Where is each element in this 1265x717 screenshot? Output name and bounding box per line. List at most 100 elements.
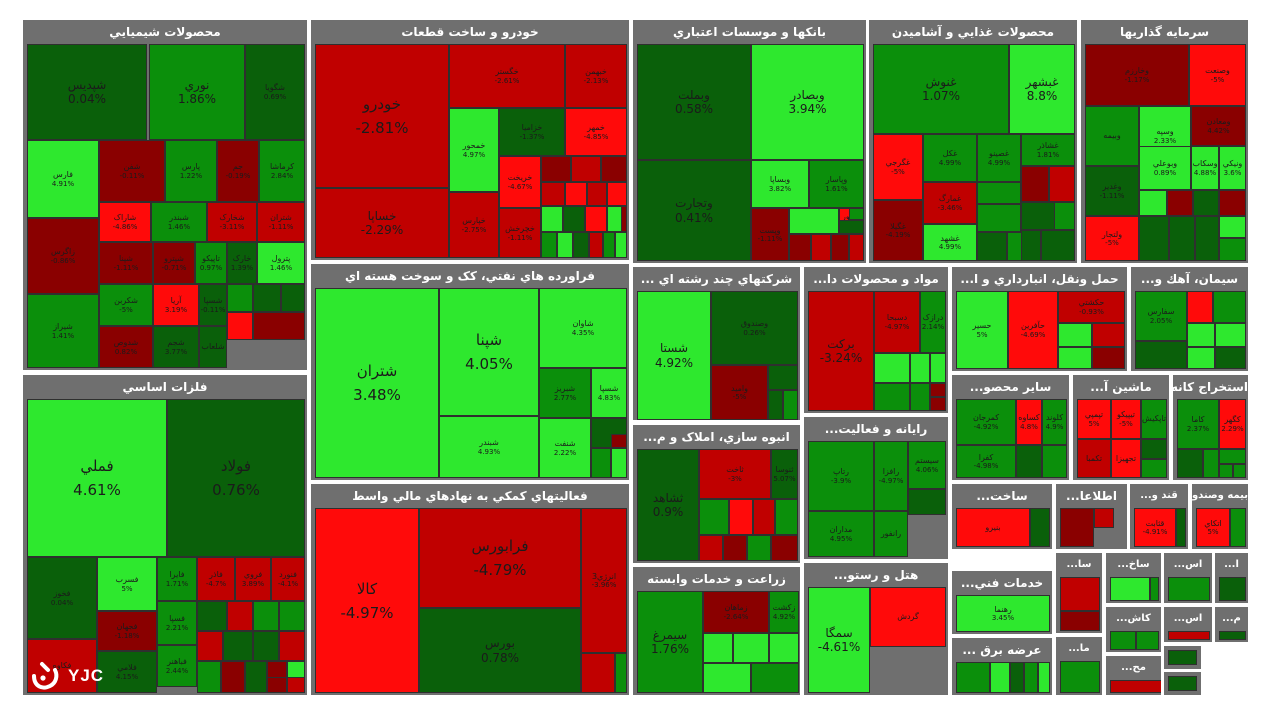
- stock-tile[interactable]: شاوان 4.35%: [539, 288, 627, 368]
- stock-tile[interactable]: حفارس: [1092, 347, 1125, 369]
- stock-tile[interactable]: بجهرم: [1024, 662, 1038, 693]
- stock-tile[interactable]: ثشاهد 0.9%: [637, 449, 699, 561]
- stock-tile[interactable]: شاراک -4.86%: [99, 202, 151, 242]
- stock-tile[interactable]: ثبهساز: [747, 535, 771, 561]
- stock-tile[interactable]: خفولا: [585, 206, 607, 232]
- stock-tile[interactable]: شسپا -0.11%: [199, 284, 227, 326]
- stock-tile[interactable]: ديران: [910, 353, 930, 383]
- stock-tile[interactable]: فلامي 4.15%: [97, 651, 157, 693]
- stock-tile[interactable]: سفارس 2.05%: [1135, 291, 1187, 341]
- stock-tile[interactable]: ونيرو: [1219, 238, 1246, 261]
- stock-tile[interactable]: واميد -5%: [711, 365, 768, 420]
- stock-tile[interactable]: شستا 4.92%: [637, 291, 711, 420]
- stock-tile[interactable]: ثتران: [723, 535, 747, 561]
- stock-tile[interactable]: کرماشا 2.84%: [259, 140, 305, 202]
- stock-tile[interactable]: بترانس: [1030, 508, 1050, 547]
- stock-tile[interactable]: زماهان -2.64%: [703, 591, 769, 633]
- stock-tile[interactable]: ثامان4.96%: [699, 499, 729, 535]
- stock-tile[interactable]: تجهيزا: [1111, 439, 1141, 478]
- stock-tile[interactable]: شپاس: [591, 448, 611, 478]
- stock-tile[interactable]: سمگا -4.61%: [808, 587, 870, 693]
- stock-tile[interactable]: وتوكا: [1167, 190, 1193, 216]
- stock-tile[interactable]: ختوقا: [541, 206, 563, 232]
- stock-tile[interactable]: فافزا: [245, 661, 267, 693]
- stock-tile[interactable]: اميد-4.8%: [581, 653, 615, 693]
- stock-tile[interactable]: کفرا -4.98%: [956, 445, 1016, 478]
- stock-tile[interactable]: تليسه3.12%: [1219, 577, 1246, 601]
- stock-tile[interactable]: غاذر: [1054, 202, 1075, 230]
- stock-tile[interactable]: زشريف: [703, 633, 733, 663]
- stock-tile[interactable]: رتاپ -3.9%: [808, 441, 874, 511]
- stock-tile[interactable]: ثعمرا: [729, 499, 753, 535]
- stock-tile[interactable]: دسبحا -4.97%: [874, 291, 920, 353]
- stock-tile[interactable]: پترول 1.46%: [257, 242, 305, 284]
- stock-tile[interactable]: قثابت -4.91%: [1134, 508, 1176, 547]
- stock-tile[interactable]: کمرجان -4.92%: [956, 399, 1016, 445]
- stock-tile[interactable]: وبصادر 3.94%: [751, 44, 864, 160]
- stock-tile[interactable]: خمحركه: [571, 156, 601, 182]
- stock-tile[interactable]: فسپا 2.21%: [157, 601, 197, 645]
- stock-tile[interactable]: خمحور 4.97%: [449, 108, 499, 192]
- stock-tile[interactable]: فارس 4.91%: [27, 140, 99, 218]
- stock-tile[interactable]: فايرا 1.71%: [157, 557, 197, 601]
- stock-tile[interactable]: غشاذر 1.81%: [1021, 134, 1075, 166]
- stock-tile[interactable]: خكار: [621, 206, 627, 232]
- stock-tile[interactable]: سيستم 4.06%: [908, 441, 946, 489]
- stock-tile[interactable]: شبندر 4.93%: [439, 416, 539, 478]
- stock-tile[interactable]: سكرد4.84%: [1187, 347, 1215, 369]
- stock-tile[interactable]: خلنت: [603, 232, 615, 258]
- stock-tile[interactable]: ماديرا5%: [1060, 661, 1100, 693]
- stock-tile[interactable]: خعمرا: [615, 232, 627, 258]
- stock-tile[interactable]: خاور: [541, 232, 557, 258]
- stock-tile[interactable]: وبانک: [789, 234, 811, 261]
- stock-tile[interactable]: اپال4.59%: [1110, 577, 1150, 601]
- stock-tile[interactable]: وتجارت 0.41%: [637, 160, 751, 261]
- stock-tile[interactable]: ثباغ: [753, 499, 775, 535]
- stock-tile[interactable]: فنفت: [279, 601, 305, 631]
- stock-tile[interactable]: وسينا: [811, 234, 831, 261]
- stock-tile[interactable]: فجهان -1.18%: [97, 611, 157, 651]
- stock-tile[interactable]: فولاژ: [223, 631, 253, 661]
- stock-tile[interactable]: شپديس 0.04%: [27, 44, 147, 140]
- stock-tile[interactable]: غچين: [977, 232, 1007, 261]
- stock-tile[interactable]: وتوصا2.83%: [1203, 449, 1219, 478]
- stock-tile[interactable]: غگلپا: [1021, 166, 1049, 202]
- stock-tile[interactable]: خارک 1.39%: [227, 242, 257, 284]
- stock-tile[interactable]: فاما: [197, 661, 221, 693]
- stock-tile[interactable]: درازک 2.14%: [920, 291, 946, 353]
- stock-tile[interactable]: فولاد 0.76%: [167, 399, 305, 557]
- stock-tile[interactable]: سخوز4.82%: [1215, 323, 1246, 347]
- stock-tile[interactable]: بورس 0.78%: [419, 608, 581, 693]
- stock-tile[interactable]: فروي 3.89%: [235, 557, 271, 601]
- stock-tile[interactable]: غگيلا -4.19%: [873, 200, 923, 261]
- stock-tile[interactable]: کساوه 4.8%: [1016, 399, 1042, 445]
- stock-tile[interactable]: غدام: [977, 182, 1021, 204]
- stock-tile[interactable]: فخاس: [253, 631, 279, 661]
- stock-tile[interactable]: زبينا: [733, 633, 769, 663]
- stock-tile[interactable]: کسعدي: [1136, 631, 1159, 650]
- stock-tile[interactable]: تكشا: [1141, 459, 1167, 478]
- stock-tile[interactable]: شفن -0.11%: [99, 140, 165, 202]
- stock-tile[interactable]: وساپا4.1%: [1139, 190, 1167, 216]
- stock-tile[interactable]: خديزل: [557, 232, 573, 258]
- stock-tile[interactable]: تيپيکو -5%: [1111, 399, 1141, 439]
- stock-tile[interactable]: واتي: [1193, 190, 1219, 216]
- stock-tile[interactable]: شنفت 2.22%: [539, 418, 591, 478]
- stock-tile[interactable]: غشهد 4.99%: [923, 224, 977, 261]
- stock-tile[interactable]: بپاس-5%: [1230, 508, 1246, 547]
- stock-tile[interactable]: ثمسكن: [771, 535, 798, 561]
- stock-tile[interactable]: وخارزم -1.17%: [1085, 44, 1189, 106]
- stock-tile[interactable]: فرآور: [197, 601, 227, 631]
- stock-tile[interactable]: ونوين: [789, 208, 839, 234]
- stock-tile[interactable]: شپنا -1.11%: [99, 242, 153, 284]
- stock-tile[interactable]: دفارا2.97%: [874, 383, 910, 411]
- stock-tile[interactable]: سصفها3.74%: [1213, 291, 1246, 323]
- stock-tile[interactable]: شپنا 4.05%: [439, 288, 539, 416]
- stock-tile[interactable]: دلقما: [930, 353, 946, 383]
- stock-tile[interactable]: جم -0.19%: [217, 140, 259, 202]
- stock-tile[interactable]: کلوند 4.9%: [1042, 399, 1067, 445]
- stock-tile[interactable]: آواپارس: [615, 653, 627, 693]
- stock-tile[interactable]: وبهمن: [1169, 216, 1195, 261]
- stock-tile[interactable]: سيتا: [1135, 341, 1187, 369]
- stock-tile[interactable]: ختور: [573, 232, 589, 258]
